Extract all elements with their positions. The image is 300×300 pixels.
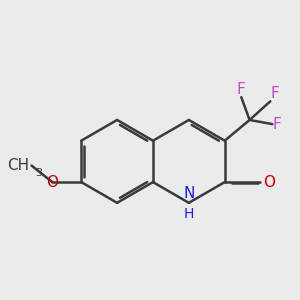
Text: O: O [46, 175, 58, 190]
Text: 3: 3 [35, 168, 42, 178]
Text: H: H [184, 207, 194, 221]
Text: F: F [270, 86, 279, 101]
Text: F: F [237, 82, 246, 97]
Text: F: F [272, 117, 281, 132]
Text: O: O [263, 175, 275, 190]
Text: CH: CH [7, 158, 29, 173]
Text: N: N [183, 186, 194, 201]
